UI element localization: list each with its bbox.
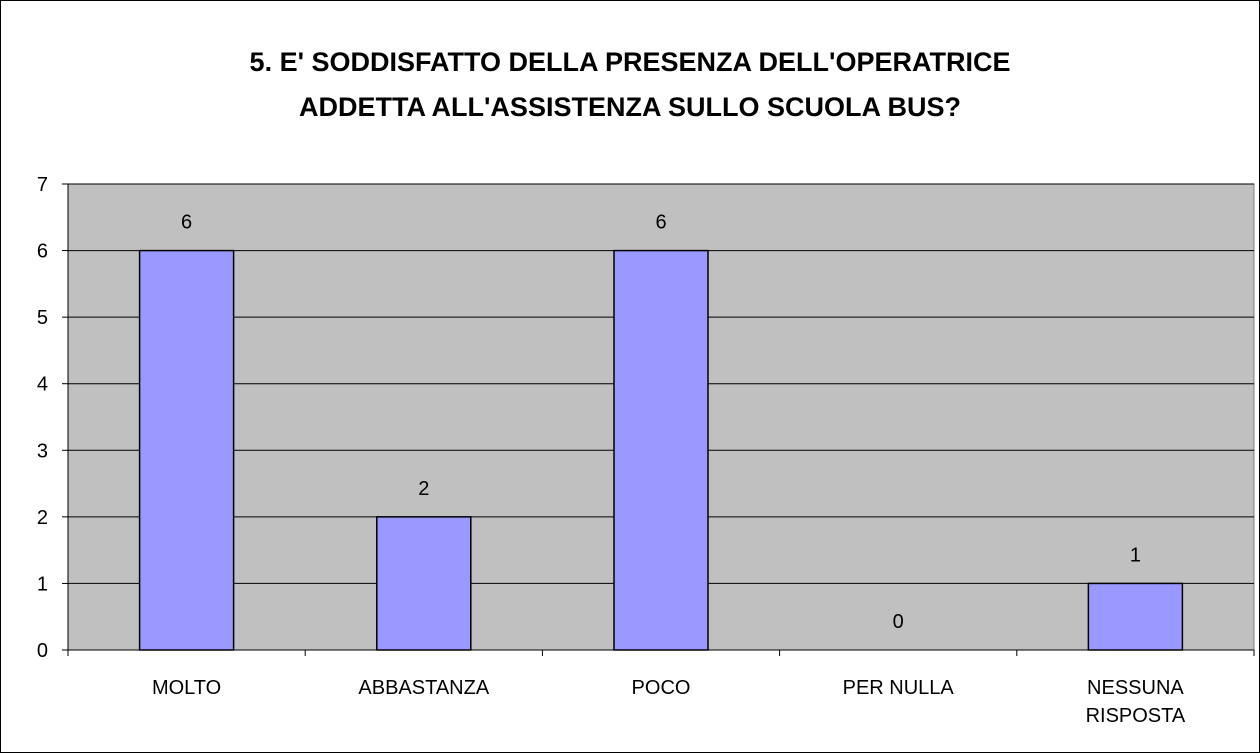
y-tick-label: 2	[37, 507, 48, 529]
x-category-label: ABBASTANZA	[358, 677, 489, 699]
y-tick-label: 0	[37, 640, 48, 662]
chart-title-line: ADDETTA ALL'ASSISTENZA SULLO SCUOLA BUS?	[299, 92, 961, 122]
data-label: 6	[181, 212, 192, 234]
x-category-label: MOLTO	[152, 677, 221, 699]
bar	[613, 249, 709, 651]
x-axis-category-labels: MOLTO ABBASTANZA POCO PER NULLA NESSUNA RISPO…	[152, 677, 1186, 727]
bar	[1087, 582, 1184, 651]
data-label: 0	[893, 611, 904, 633]
y-tick-label: 1	[37, 573, 48, 595]
data-labels: 6 2 6 0 1	[181, 212, 1141, 633]
bar	[138, 249, 235, 651]
data-label: 2	[418, 478, 429, 500]
bar	[376, 516, 472, 651]
y-tick-label: 6	[37, 241, 48, 263]
x-category-label: POCO	[632, 677, 691, 699]
bars	[138, 249, 1184, 651]
y-tick-label: 4	[37, 374, 48, 396]
x-category-label: NESSUNA	[1087, 677, 1184, 699]
y-tick-label: 5	[37, 307, 48, 329]
axes	[62, 183, 1255, 656]
chart-title: 5. E' SODDISFATTO DELLA PRESENZA DELL'OP…	[250, 47, 1011, 122]
y-axis-tick-labels: 0 1 2 3 4 5 6 7	[37, 174, 48, 662]
data-label: 6	[655, 212, 666, 234]
y-tick-label: 7	[37, 174, 48, 196]
chart-title-line: 5. E' SODDISFATTO DELLA PRESENZA DELL'OP…	[250, 47, 1011, 77]
x-category-label: RISPOSTA	[1086, 705, 1186, 727]
x-category-label: PER NULLA	[843, 677, 955, 699]
y-tick-label: 3	[37, 440, 48, 462]
data-label: 1	[1130, 544, 1141, 566]
